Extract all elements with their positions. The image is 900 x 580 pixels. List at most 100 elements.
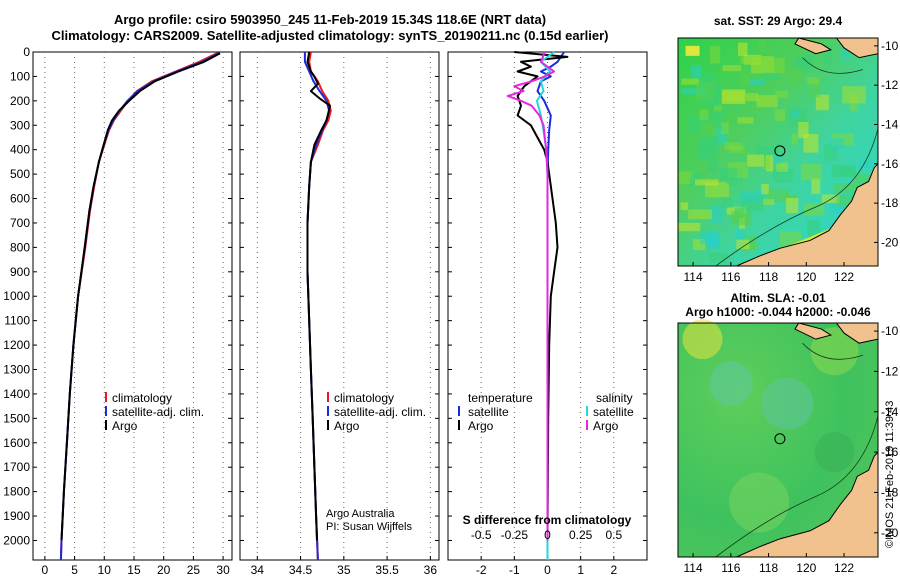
sst-pixel (793, 57, 811, 69)
top-x-tick-label: 0.25 (569, 528, 593, 542)
top-x-tick-label: -0.5 (471, 528, 492, 542)
series-line-t-argo (514, 51, 569, 541)
y-tick-label: 1600 (3, 436, 30, 450)
y-tick-label: 1000 (3, 289, 30, 303)
series-line-climatology (306, 51, 332, 561)
lat-tick-label: -14 (881, 405, 899, 419)
panel-frame (32, 51, 233, 561)
legend-label: Argo (593, 419, 619, 433)
sst-pixel (791, 133, 798, 145)
sst-pixel (709, 98, 719, 107)
lat-tick-label: -16 (881, 445, 899, 459)
map-sst: 114 116 118 120 122 -10 -12 -14 -16 -18 -20 sat. SS… (677, 14, 899, 284)
sst-pixel (830, 138, 844, 149)
sst-pixel (700, 121, 717, 136)
lat-tick-label: -10 (881, 324, 899, 338)
x-tick-label: 0 (42, 563, 49, 577)
x-tick-label: 20 (157, 563, 171, 577)
sst-pixel (782, 194, 798, 201)
lat-tick-label: -18 (881, 485, 899, 499)
sst-pixel (682, 88, 707, 95)
sst-pixel (690, 64, 702, 78)
sst-pixel (692, 239, 706, 250)
legend-label: Argo (334, 419, 360, 433)
y-tick-label: 1300 (3, 363, 30, 377)
bathymetry-contour (802, 57, 864, 74)
lon-tick-label: 118 (759, 561, 778, 575)
sst-pixel (766, 189, 789, 202)
lon-tick-label: 116 (721, 561, 740, 575)
y-tick-label: 2000 (3, 533, 30, 547)
top-x-axis-label: S difference from climatology (463, 513, 632, 527)
top-x-tick-label: -0.25 (501, 528, 529, 542)
sst-pixel (821, 194, 840, 204)
sst-pixel (735, 230, 747, 247)
lon-tick-label: 120 (796, 561, 816, 575)
sst-pixel (722, 65, 742, 72)
y-tick-label: 900 (10, 265, 30, 279)
map-frame (677, 37, 879, 267)
sst-pixel (757, 39, 766, 53)
legend-label: Argo (112, 419, 138, 433)
sst-pixel (730, 211, 752, 226)
sst-pixel (737, 117, 754, 124)
panel-temperature: 0 5 10 15 20 25 300100200300400500600700800900… (3, 45, 233, 580)
lon-tick-label: 116 (721, 270, 740, 284)
panel-salinity: 3434.53535.536salinityclimatologysatelli… (239, 51, 440, 580)
sst-pixel (841, 44, 850, 61)
sst-pixel (685, 45, 700, 56)
sst-pixel (698, 135, 719, 156)
sst-pixel (804, 203, 825, 216)
y-tick-label: 1500 (3, 411, 30, 425)
sst-pixel (699, 109, 709, 120)
bathymetry-contour (715, 128, 879, 267)
x-tick-label: 30 (216, 563, 230, 577)
y-tick-label: 200 (10, 94, 30, 108)
sst-pixel (823, 52, 832, 65)
land-island (794, 37, 833, 55)
sst-pixel (740, 56, 764, 64)
map-sst-title: sat. SST: 29 Argo: 29.4 (714, 14, 843, 28)
x-tick-label: 0 (544, 563, 551, 577)
sst-pixel (859, 160, 873, 168)
sst-pixel (705, 182, 729, 198)
y-tick-label: 0 (23, 45, 30, 59)
sla-blob (761, 377, 814, 430)
x-tick-label: 10 (98, 563, 112, 577)
map-frame (677, 322, 879, 558)
x-tick-label: 35.5 (375, 563, 399, 577)
y-tick-label: 1700 (3, 460, 30, 474)
sst-pixel (681, 78, 700, 85)
sst-pixel (756, 94, 778, 108)
series-line-satellite-adj-clim- (59, 52, 220, 561)
lat-tick-label: -14 (881, 117, 899, 131)
lat-tick-label: -16 (881, 157, 899, 171)
sst-pixel (740, 192, 760, 202)
sst-pixel (680, 202, 689, 211)
sst-pixel (809, 80, 820, 98)
sst-pixel (803, 133, 819, 153)
x-tick-label: 5 (71, 563, 78, 577)
sst-pixel (763, 72, 779, 80)
x-tick-label: -1 (509, 563, 520, 577)
lon-tick-label: 118 (759, 270, 778, 284)
sst-pixel (773, 168, 793, 183)
y-tick-label: 100 (10, 69, 30, 83)
y-tick-label: 1900 (3, 509, 30, 523)
map-sla: 114 116 118 120 122 -10 -12 -14 -16 -18 -20 Altim. … (677, 291, 899, 575)
series-line-argo (60, 52, 221, 541)
legend-title-salinity: salinity (596, 391, 633, 405)
legend-label: satellite (468, 405, 509, 419)
sla-blob (682, 319, 723, 360)
sst-pixel (688, 209, 712, 220)
x-tick-label: 34 (251, 563, 265, 577)
x-tick-label: -2 (476, 563, 487, 577)
sst-pixel (773, 154, 781, 164)
series-line-s-satellite (535, 51, 555, 560)
sst-pixel (726, 167, 737, 185)
figure-title-line1: Argo profile: csiro 5903950_245 11-Feb-2… (113, 12, 547, 27)
y-tick-label: 400 (10, 143, 30, 157)
lat-tick-label: -10 (881, 39, 899, 53)
sst-pixel (695, 82, 714, 102)
x-tick-label: 15 (127, 563, 141, 577)
